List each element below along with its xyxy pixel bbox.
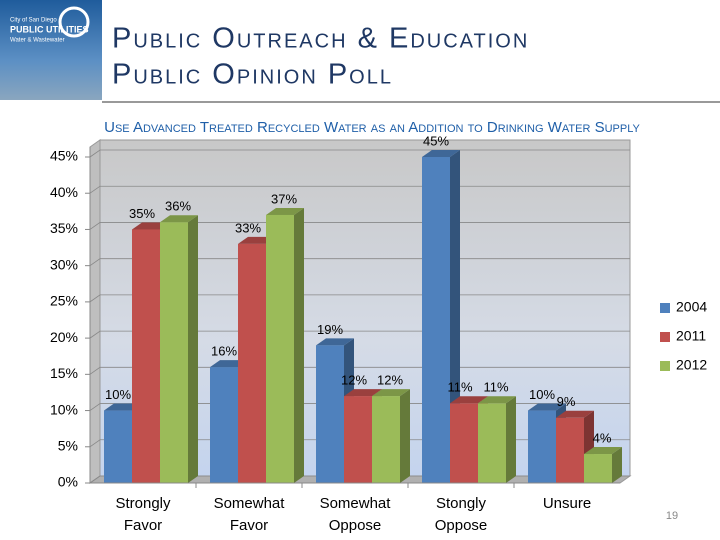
bar	[132, 229, 160, 483]
bar	[372, 396, 400, 483]
value-label: 11%	[483, 380, 508, 395]
bar-top	[528, 403, 566, 411]
bar-side	[188, 215, 198, 483]
value-label: 9%	[557, 394, 576, 409]
value-label: 11%	[447, 380, 472, 395]
bar	[316, 345, 344, 483]
page-number: 19	[666, 510, 678, 522]
value-label: 12%	[341, 373, 367, 388]
y-tick-label: 25%	[50, 293, 78, 309]
bar-top	[584, 447, 622, 455]
value-label: 36%	[165, 199, 191, 214]
bar	[266, 214, 294, 483]
value-label: 10%	[105, 387, 131, 402]
logo-text: City of San Diego	[10, 18, 57, 24]
bar	[104, 410, 132, 483]
value-label: 19%	[317, 322, 343, 337]
bar-side	[400, 389, 410, 483]
legend-label: 2004	[676, 299, 707, 315]
y-tick-label: 45%	[50, 148, 78, 164]
bar	[450, 403, 478, 483]
chart-title: Use Advanced Treated Recycled Water as a…	[104, 119, 640, 136]
y-tick-label: 40%	[50, 184, 78, 200]
bar-side	[612, 447, 622, 483]
bar	[556, 417, 584, 483]
bar	[478, 403, 506, 483]
value-label: 12%	[377, 373, 403, 388]
value-label: 33%	[235, 220, 261, 235]
x-tick-label: Somewhat Favor	[213, 495, 285, 534]
legend-swatch	[660, 332, 670, 342]
bar-top	[556, 410, 594, 418]
bar-top	[422, 150, 460, 157]
bar-top	[160, 215, 198, 223]
x-tick-label: Unsure	[542, 495, 592, 512]
bar-top	[478, 396, 516, 404]
bar	[238, 243, 266, 483]
value-label: 37%	[271, 191, 297, 206]
side-wall	[89, 139, 101, 484]
slide-title: Public Opinion Poll	[112, 59, 393, 91]
bar-top	[266, 207, 304, 215]
y-tick-label: 20%	[50, 329, 78, 345]
legend-label: 2012	[676, 357, 707, 373]
value-label: 35%	[129, 206, 155, 221]
legend-swatch	[660, 303, 670, 313]
bar-side	[294, 207, 304, 483]
bar-top	[450, 396, 488, 404]
y-tick-label: 0%	[58, 474, 78, 490]
bar	[210, 367, 238, 483]
value-label: 4%	[593, 430, 612, 445]
bar	[160, 222, 188, 483]
y-tick-label: 5%	[58, 437, 78, 453]
value-label: 45%	[423, 133, 449, 148]
bar	[528, 410, 556, 483]
value-label: 10%	[529, 387, 555, 402]
logo-text: PUBLIC UTILITIES	[10, 24, 89, 34]
bar-top	[372, 389, 410, 397]
y-tick-label: 30%	[50, 256, 78, 272]
bar-top	[316, 338, 354, 346]
y-tick-label: 10%	[50, 401, 78, 417]
x-tick-label: Stongly Oppose	[434, 495, 488, 534]
logo	[0, 0, 102, 100]
bar	[422, 157, 450, 483]
bar	[584, 454, 612, 483]
bar-top	[344, 389, 382, 397]
logo-icon	[58, 6, 90, 38]
y-tick-label: 15%	[50, 365, 78, 381]
logo-text: Water & Wastewater	[10, 38, 65, 44]
x-tick-label: Strongly Favor	[115, 495, 171, 534]
legend-label: 2011	[676, 328, 706, 344]
bar-side	[506, 396, 516, 483]
y-tick-label: 35%	[50, 220, 78, 236]
value-label: 16%	[211, 344, 237, 359]
legend-swatch	[660, 361, 670, 371]
bar	[344, 396, 372, 483]
x-tick-label: Somewhat Oppose	[319, 495, 391, 534]
slide-title: Public Outreach & Education	[112, 23, 529, 55]
